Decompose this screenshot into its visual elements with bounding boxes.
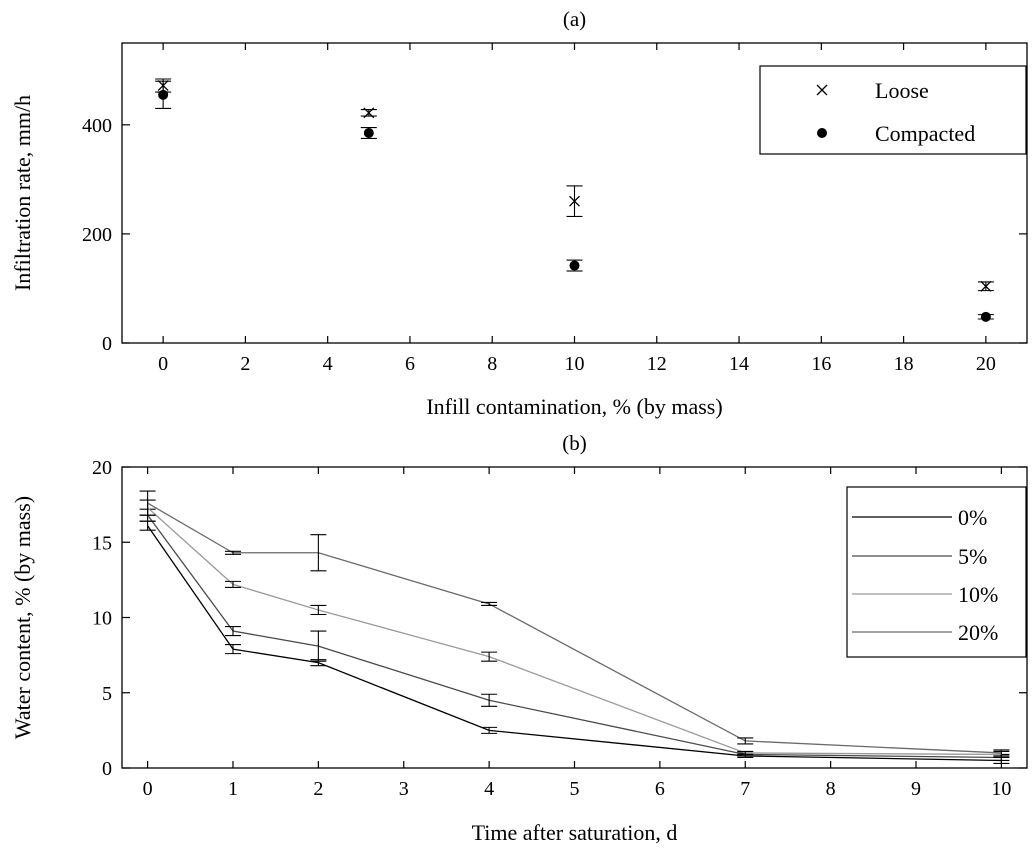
y-axis-label: Infiltration rate, mm/h [10,95,35,291]
x-tick-label: 8 [826,778,836,800]
compacted-point [980,311,991,322]
x-tick-label: 4 [323,353,333,375]
legend-label: 10% [958,582,998,607]
y-tick-label: 0 [102,758,112,780]
x-tick-label: 18 [894,353,914,375]
x-tick-label: 6 [405,353,415,375]
y-tick-label: 20 [92,457,112,479]
x-tick-label: 20 [976,353,996,375]
x-tick-label: 14 [729,353,749,375]
chart-title: (b) [562,431,587,455]
legend-label: 5% [958,544,987,569]
x-tick-label: 0 [143,778,153,800]
y-tick-label: 200 [82,224,112,246]
loose-point [980,280,992,292]
chart-title: (a) [563,7,586,31]
series-line-10pct [147,507,1002,756]
series-line-20pct [147,502,1002,754]
x-axis-label: Infill contamination, % (by mass) [426,394,722,419]
y-tick-label: 10 [92,608,112,630]
x-tick-label: 7 [740,778,750,800]
y-tick-label: 400 [82,115,112,137]
series-line-5pct [147,514,1002,759]
x-tick-label: 0 [158,353,168,375]
legend-marker-loose [816,84,828,96]
legend-label: 0% [958,505,987,530]
legend-box [846,486,1027,658]
x-tick-label: 5 [570,778,580,800]
legend-label: Compacted [875,121,975,146]
loose-point [363,107,375,119]
x-tick-label: 10 [991,778,1011,800]
compacted-point [569,260,580,271]
y-axis-label: Water content, % (by mass) [10,496,35,739]
x-tick-label: 10 [565,353,585,375]
compacted-point [363,128,374,138]
legend-label: 20% [958,620,998,645]
x-tick-label: 9 [911,778,921,800]
legend-label: Loose [875,78,929,103]
legend-marker-compacted [817,128,827,138]
series-line-0pct [147,525,1002,762]
x-tick-label: 4 [484,778,494,800]
x-tick-label: 2 [313,778,323,800]
x-tick-label: 6 [655,778,665,800]
x-tick-label: 16 [811,353,831,375]
x-tick-label: 1 [228,778,238,800]
y-tick-label: 5 [102,683,112,705]
x-tick-label: 12 [647,353,667,375]
x-axis-label: Time after saturation, d [472,820,678,845]
legend-box [759,65,1027,155]
x-tick-label: 2 [240,353,250,375]
x-tick-label: 3 [399,778,409,800]
chart-b: 0 1 2 3 4 5 6 7 8 9 10 0 5 10 15 20 (b) Time after satura… [10,431,1028,845]
loose-point [569,195,580,207]
y-tick-label: 15 [92,532,112,554]
y-tick-label: 0 [102,333,112,355]
compacted-point [158,89,169,100]
x-tick-label: 8 [487,353,497,375]
